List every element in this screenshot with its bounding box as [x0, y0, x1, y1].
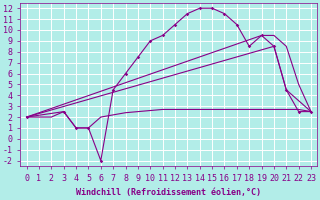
X-axis label: Windchill (Refroidissement éolien,°C): Windchill (Refroidissement éolien,°C): [76, 188, 261, 197]
